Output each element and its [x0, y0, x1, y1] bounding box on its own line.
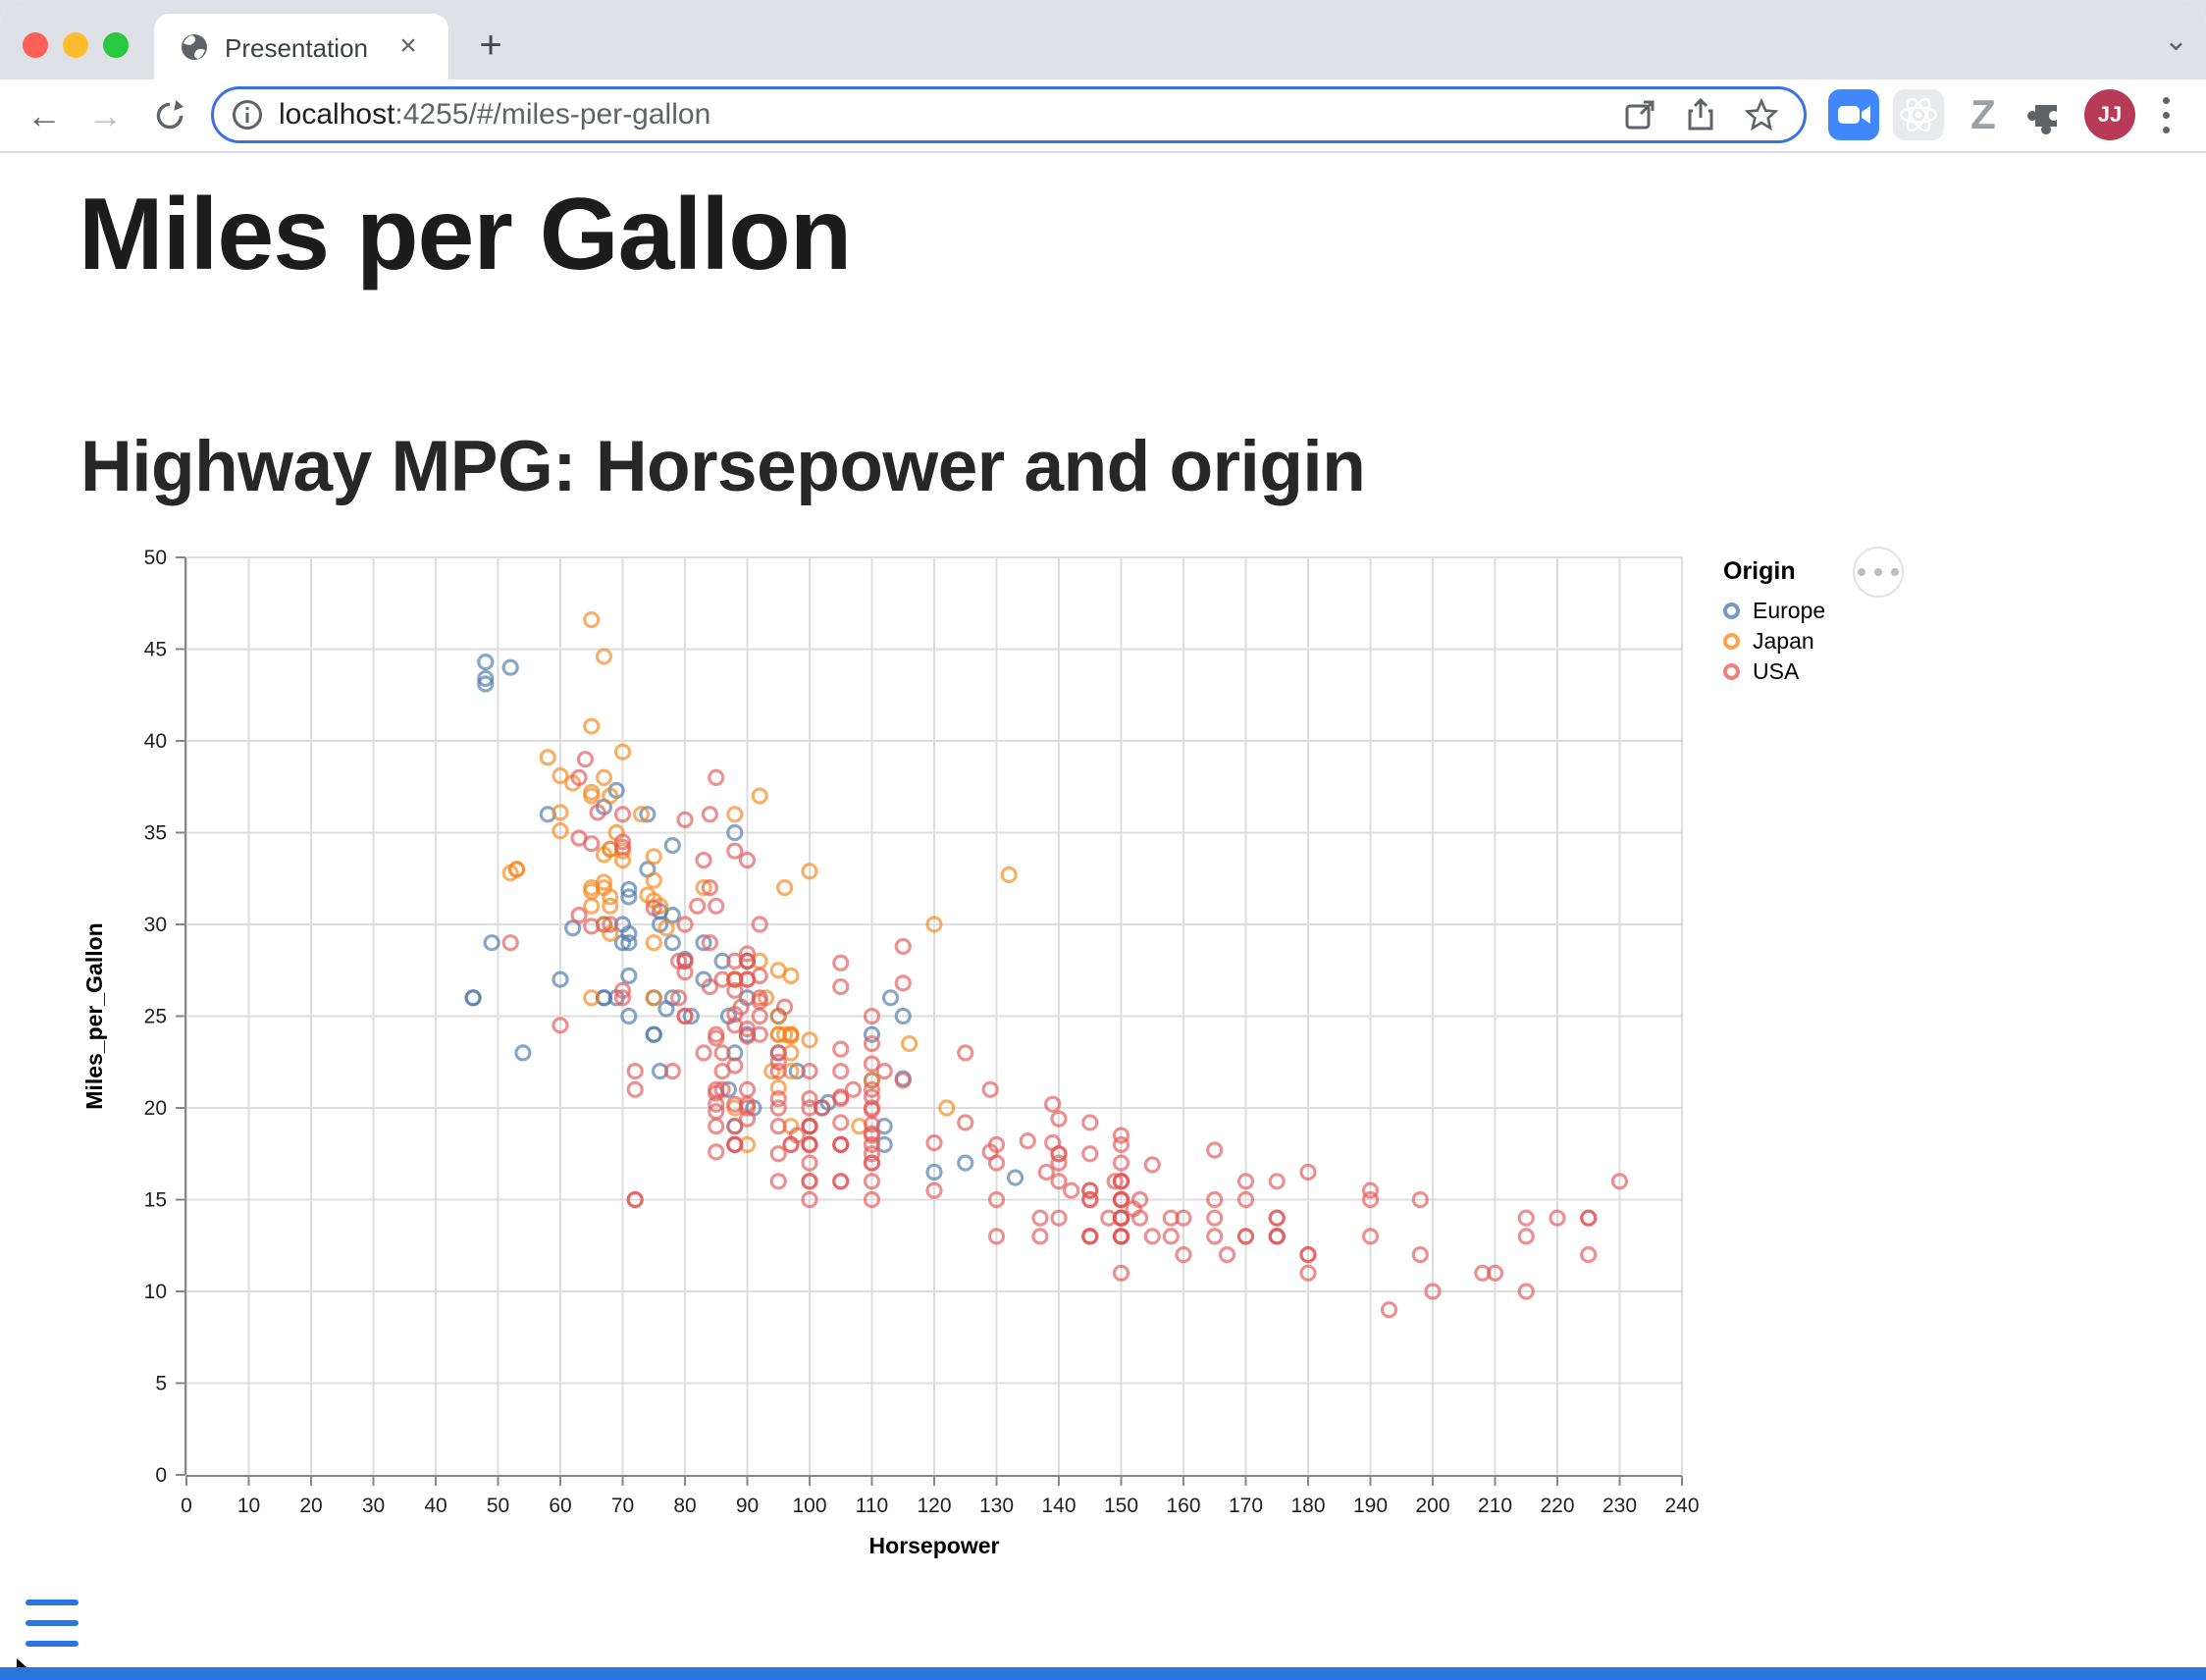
reload-button[interactable] — [145, 91, 194, 140]
new-tab-button[interactable]: + — [479, 24, 502, 67]
legend-item-europe: Europe — [1723, 596, 1825, 626]
svg-text:150: 150 — [1104, 1495, 1138, 1517]
svg-text:100: 100 — [792, 1495, 826, 1517]
window-minimize-button[interactable] — [63, 32, 88, 58]
slide-subtitle: Highway MPG: Horsepower and origin — [80, 427, 1366, 506]
slide-title: Miles per Gallon — [79, 178, 852, 291]
back-button[interactable]: ← — [26, 95, 62, 135]
profile-avatar[interactable]: JJ — [2084, 89, 2135, 140]
svg-text:Miles_per_Gallon: Miles_per_Gallon — [81, 922, 107, 1109]
legend-item-usa: USA — [1723, 656, 1825, 687]
svg-text:80: 80 — [673, 1495, 696, 1517]
svg-text:20: 20 — [144, 1097, 167, 1120]
svg-text:160: 160 — [1166, 1495, 1200, 1517]
browser-tab[interactable]: Presentation × — [154, 14, 448, 79]
scatter-chart: 0 10 20 30 40 50 60 70 80 90 100 110 120 130 140 150 160… — [81, 547, 1700, 1558]
tab-search-chevron-icon[interactable]: ⌄ — [2163, 25, 2188, 57]
zoom-extension-icon[interactable] — [1828, 89, 1879, 140]
svg-text:30: 30 — [362, 1495, 385, 1517]
svg-text:50: 50 — [487, 1495, 509, 1517]
tab-strip: Presentation × + ⌄ — [0, 0, 2206, 79]
bookmark-star-icon[interactable] — [1745, 98, 1778, 131]
open-in-new-icon[interactable] — [1623, 98, 1656, 131]
svg-text:220: 220 — [1540, 1495, 1574, 1517]
z-extension-icon[interactable]: Z — [1970, 91, 1996, 137]
tab-title: Presentation — [225, 33, 368, 63]
svg-text:5: 5 — [155, 1373, 167, 1395]
svg-text:60: 60 — [549, 1495, 571, 1517]
svg-text:50: 50 — [144, 547, 167, 569]
svg-text:110: 110 — [856, 1495, 888, 1517]
svg-text:15: 15 — [144, 1189, 167, 1212]
svg-text:180: 180 — [1290, 1495, 1325, 1517]
share-icon[interactable] — [1684, 98, 1717, 131]
svg-text:170: 170 — [1229, 1495, 1263, 1517]
window-close-button[interactable] — [23, 32, 48, 58]
svg-text:130: 130 — [979, 1495, 1014, 1517]
svg-text:20: 20 — [299, 1495, 322, 1517]
svg-text:10: 10 — [237, 1495, 260, 1517]
url-host: localhost — [279, 98, 395, 131]
chart-legend: Origin Europe Japan USA — [1723, 557, 1825, 687]
svg-text:240: 240 — [1664, 1495, 1699, 1517]
svg-text:0: 0 — [181, 1495, 192, 1517]
svg-text:210: 210 — [1478, 1495, 1512, 1517]
tab-close-icon[interactable]: × — [399, 29, 417, 62]
presentation-progress-bar[interactable] — [0, 1667, 2206, 1680]
slide-content: Miles per Gallon Highway MPG: Horsepower… — [0, 155, 2206, 1680]
forward-button[interactable]: → — [87, 95, 123, 135]
extensions-puzzle-icon[interactable] — [2020, 89, 2071, 140]
japan-swatch-icon — [1723, 633, 1740, 650]
url-text[interactable]: localhost:4255/#/miles-per-gallon — [279, 98, 1623, 131]
chart-actions-button[interactable] — [1853, 547, 1904, 598]
slide-menu-hamburger-icon[interactable] — [26, 1600, 79, 1647]
svg-text:0: 0 — [155, 1464, 167, 1487]
svg-text:45: 45 — [144, 639, 167, 661]
usa-swatch-icon — [1723, 663, 1740, 680]
svg-text:40: 40 — [424, 1495, 446, 1517]
svg-text:70: 70 — [611, 1495, 634, 1517]
url-bar[interactable]: localhost:4255/#/miles-per-gallon — [211, 86, 1807, 143]
svg-text:120: 120 — [917, 1495, 951, 1517]
svg-text:25: 25 — [144, 1006, 167, 1028]
svg-text:Horsepower: Horsepower — [869, 1533, 1000, 1558]
legend-title: Origin — [1723, 557, 1796, 585]
window-zoom-button[interactable] — [103, 32, 129, 58]
url-path: :4255/#/miles-per-gallon — [394, 98, 711, 131]
svg-text:90: 90 — [736, 1495, 759, 1517]
page-info-icon[interactable] — [232, 99, 263, 131]
browser-toolbar: ← → localhost:4255/#/miles-per-gallon — [0, 79, 2206, 153]
europe-swatch-icon — [1723, 603, 1740, 619]
svg-text:10: 10 — [144, 1281, 167, 1303]
svg-text:140: 140 — [1041, 1495, 1076, 1517]
svg-text:35: 35 — [144, 822, 167, 845]
svg-text:190: 190 — [1353, 1495, 1388, 1517]
svg-text:40: 40 — [144, 730, 167, 753]
svg-text:30: 30 — [144, 914, 167, 936]
globe-favicon-icon — [182, 34, 207, 60]
react-devtools-extension-icon[interactable] — [1893, 89, 1944, 140]
legend-item-japan: Japan — [1723, 626, 1825, 656]
browser-menu-kebab-icon[interactable] — [2159, 91, 2173, 138]
svg-text:230: 230 — [1602, 1495, 1637, 1517]
svg-text:200: 200 — [1415, 1495, 1449, 1517]
